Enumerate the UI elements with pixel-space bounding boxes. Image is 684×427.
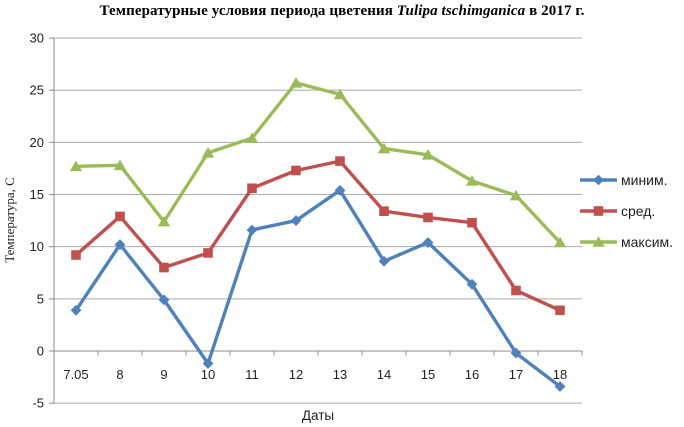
series-1-point-marker: [203, 248, 213, 258]
series-1-point-marker: [423, 212, 433, 223]
y-tick-label: 30: [30, 31, 44, 46]
series-2-point-marker: [377, 142, 391, 154]
series-2-point-marker: [509, 189, 523, 201]
chart-title: Температурные условия периода цветения T…: [0, 3, 684, 20]
series-0-point-marker: [378, 255, 390, 267]
series-0-point-marker: [70, 304, 82, 316]
series-2-point-marker: [157, 215, 171, 227]
y-axis-title: Температура, С: [2, 177, 17, 263]
legend-triangle-icon: [592, 236, 605, 247]
x-tick-label: 17: [509, 367, 523, 382]
chart-title-suffix: в 2017 г.: [525, 3, 585, 19]
series-0-point-marker: [554, 381, 566, 392]
series-0-line: [74, 188, 562, 389]
series-1-point-marker: [511, 285, 521, 296]
y-tick-label: 10: [30, 239, 44, 254]
chart-title-species-name: Tulipa tschimganica: [396, 3, 526, 19]
x-tick-label: 14: [377, 367, 391, 382]
series-2-point-marker: [553, 236, 567, 248]
y-tick-label: 5: [37, 291, 44, 306]
legend-label: сред.: [621, 203, 655, 219]
series-1-point-marker: [555, 305, 565, 316]
series-0-point-marker: [510, 347, 522, 359]
chart-title-prefix: Температурные условия периода цветения: [99, 3, 397, 19]
x-tick-label: 12: [289, 367, 303, 382]
x-tick-label: 10: [201, 367, 215, 382]
series-1-point-marker: [379, 206, 389, 216]
series-0-point-marker: [246, 224, 258, 236]
legend-diamond-icon: [593, 174, 604, 186]
legend-item: максим.: [580, 234, 673, 250]
series-2-point-marker: [113, 159, 127, 171]
y-tick-label: 0: [37, 344, 44, 359]
x-tick-label: 13: [333, 367, 347, 382]
series-2-point-marker: [245, 132, 259, 143]
series-0-point-marker: [158, 294, 170, 306]
series-1-point-marker: [71, 250, 81, 260]
x-tick-label: 15: [421, 367, 435, 382]
series-2-point-marker: [289, 77, 303, 88]
series-1-line: [74, 159, 562, 313]
series-0-point-marker: [466, 278, 478, 290]
series-0-point-marker: [202, 358, 214, 369]
series-0-point-marker: [114, 239, 126, 250]
series-1-point-marker: [291, 165, 301, 176]
series-2-point-marker: [333, 88, 347, 100]
x-tick-label: 8: [116, 367, 123, 382]
legend-label: максим.: [621, 234, 673, 250]
series-0-point-marker: [334, 184, 346, 196]
x-tick-label: 7.05: [63, 367, 88, 382]
series-2-point-marker: [201, 146, 215, 158]
series-2-line: [74, 81, 562, 245]
legend-label: миним.: [621, 172, 668, 188]
y-tick-label: 25: [30, 83, 44, 98]
series-1-point-marker: [335, 156, 345, 166]
series-1-point-marker: [159, 262, 169, 273]
series-2-point-marker: [69, 160, 83, 172]
series-1-point-marker: [247, 183, 257, 194]
y-tick-label: 20: [30, 135, 44, 150]
series-1-point-marker: [115, 211, 125, 222]
x-tick-label: 11: [245, 367, 259, 382]
x-axis-title: Даты: [302, 408, 334, 423]
series-2-point-marker: [421, 149, 435, 160]
series-2-point-marker: [465, 175, 479, 186]
legend-item: сред.: [580, 203, 655, 219]
series-0-point-marker: [422, 237, 434, 248]
x-tick-label: 18: [553, 367, 567, 382]
x-tick-label: 16: [465, 367, 479, 382]
legend-item: миним.: [580, 172, 668, 188]
x-tick-label: 9: [160, 367, 167, 382]
y-tick-label: 15: [30, 187, 44, 202]
series-1-point-marker: [467, 217, 477, 228]
y-tick-label: -5: [32, 396, 44, 411]
series-0-point-marker: [290, 215, 302, 226]
legend-square-icon: [593, 206, 604, 216]
